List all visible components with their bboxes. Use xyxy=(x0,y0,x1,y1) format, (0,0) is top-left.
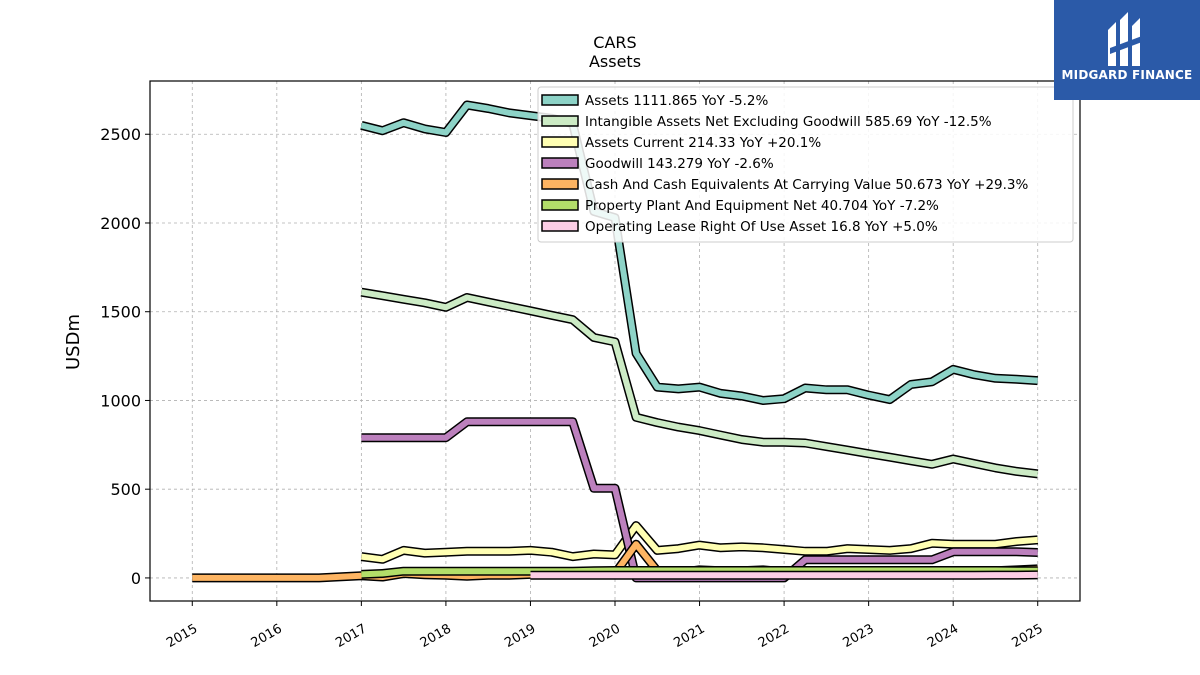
y-tick-label: 0 xyxy=(131,569,141,588)
legend-label: Goodwill 143.279 YoY -2.6% xyxy=(585,156,774,172)
legend-label: Intangible Assets Net Excluding Goodwill… xyxy=(585,114,992,130)
midgard-logo-icon xyxy=(1108,12,1142,66)
y-tick-label: 2500 xyxy=(100,125,141,144)
x-tick-label: 2015 xyxy=(164,621,200,651)
series-line xyxy=(360,102,1038,404)
series-intangible-assets-net-excluding-goodwill xyxy=(360,287,1039,479)
series-line xyxy=(360,289,1039,477)
x-tick-label: 2016 xyxy=(249,621,285,651)
y-tick-label: 2000 xyxy=(100,214,141,233)
legend-swatch xyxy=(541,220,579,232)
x-tick-label: 2021 xyxy=(671,621,707,651)
legend-swatch xyxy=(541,94,579,106)
x-tick-label: 2017 xyxy=(333,621,369,651)
y-axis-label: USDm xyxy=(63,314,84,370)
chart-title: CARS xyxy=(593,33,636,52)
x-tick-label: 2022 xyxy=(756,621,792,651)
series-line xyxy=(361,567,1038,578)
series-property-plant-and-equipment-net xyxy=(361,566,1038,579)
series-assets xyxy=(360,100,1038,405)
y-tick-label: 1500 xyxy=(100,303,141,322)
logo-text: MIDGARD FINANCE xyxy=(1061,68,1193,82)
chart-subtitle: Assets xyxy=(589,52,641,71)
legend-label: Assets 1111.865 YoY -5.2% xyxy=(585,93,769,109)
series-lines xyxy=(192,100,1039,583)
legend-label: Property Plant And Equipment Net 40.704 … xyxy=(585,198,939,214)
legend-swatch xyxy=(541,157,579,169)
x-tick-label: 2019 xyxy=(502,621,538,651)
legend-label: Assets Current 214.33 YoY +20.1% xyxy=(585,135,821,151)
x-tick-label: 2020 xyxy=(587,621,623,651)
logo: MIDGARD FINANCE xyxy=(1054,0,1200,100)
legend-swatch xyxy=(541,199,579,211)
legend-swatch xyxy=(541,178,579,190)
legend-label: Operating Lease Right Of Use Asset 16.8 … xyxy=(585,219,938,235)
x-axis: 2015 2016 2017 2018 2019 2020 2021 2022 2023 2024… xyxy=(164,601,1046,651)
y-tick-label: 1000 xyxy=(100,391,141,410)
legend-label: Cash And Cash Equivalents At Carrying Va… xyxy=(585,177,1029,193)
series-assets-current xyxy=(360,521,1039,564)
series-line xyxy=(361,522,1038,563)
x-tick-label: 2023 xyxy=(840,621,876,651)
y-tick-label: 500 xyxy=(110,480,141,499)
x-tick-label: 2018 xyxy=(418,621,454,651)
legend: Assets 1111.865 YoY -5.2% Intangible Asse… xyxy=(537,86,1074,243)
y-axis: 0 500 1000 1500 2000 2500 xyxy=(100,125,150,588)
legend-frame xyxy=(537,86,1074,243)
x-tick-label: 2024 xyxy=(925,621,961,651)
legend-swatch xyxy=(541,115,579,127)
x-tick-label: 2025 xyxy=(1010,621,1046,651)
legend-swatch xyxy=(541,136,579,148)
